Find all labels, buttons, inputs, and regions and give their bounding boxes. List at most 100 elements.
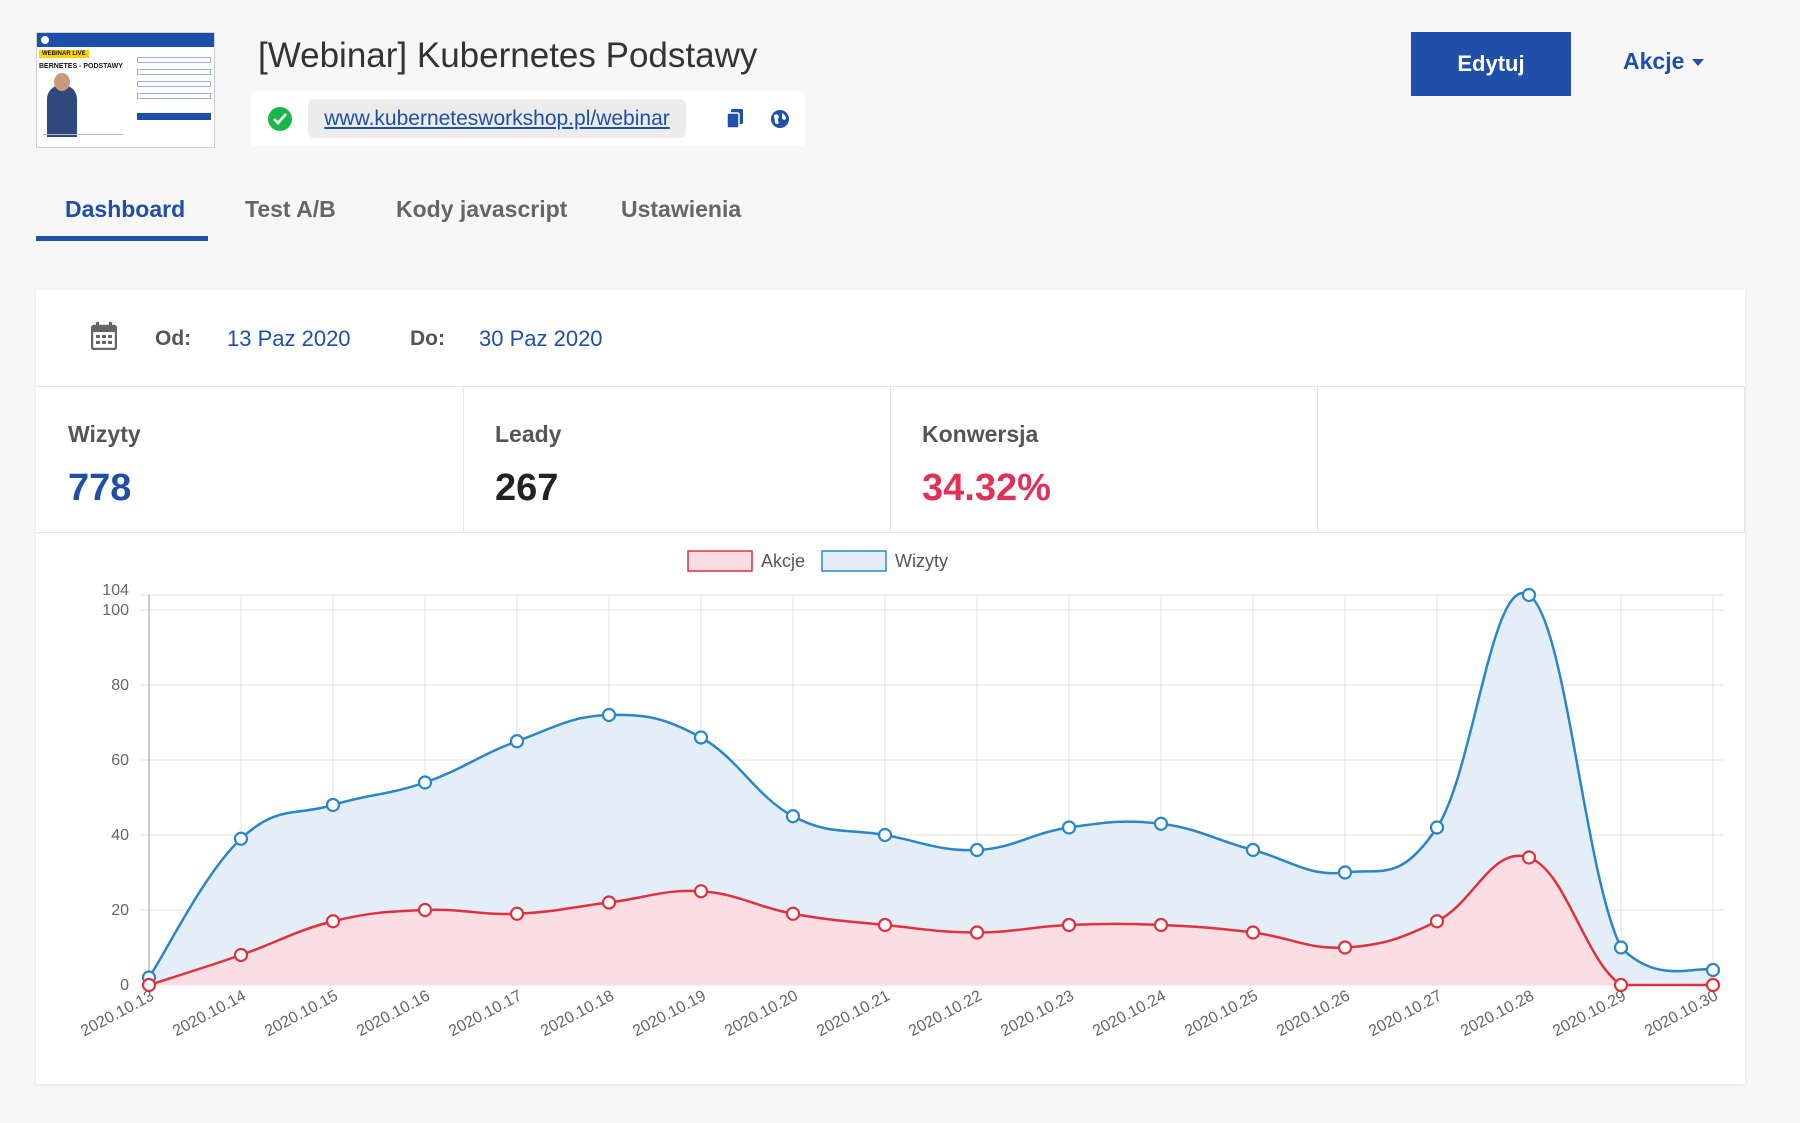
x-tick-label: 2020.10.23 [998, 987, 1077, 1040]
legend-swatch-akcje [687, 550, 753, 572]
data-point-akcje [877, 917, 893, 933]
globe-icon[interactable] [770, 109, 790, 134]
x-tick-label: 2020.10.29 [1550, 987, 1629, 1040]
x-tick-label: 2020.10.14 [170, 987, 249, 1040]
x-tick-label: 2020.10.13 [78, 987, 157, 1040]
page-title: [Webinar] Kubernetes Podstawy [258, 36, 758, 75]
url-bar: www.kubernetesworkshop.pl/webinar [251, 91, 805, 146]
x-tick-label: 2020.10.18 [538, 987, 617, 1040]
y-tick-label: 100 [102, 602, 129, 619]
data-point-akcje [1337, 940, 1353, 955]
stat-visits: Wizyty 778 [36, 387, 464, 532]
stat-leads: Leady 267 [463, 387, 891, 532]
data-point-wizyty [1153, 816, 1169, 831]
y-tick-label: 60 [111, 752, 129, 769]
dashboard-card: Od: 13 Paz 2020 Do: 30 Paz 2020 Wizyty 7… [36, 290, 1745, 1084]
data-point-wizyty [509, 734, 525, 749]
data-point-wizyty [1061, 820, 1077, 835]
x-tick-label: 2020.10.17 [446, 987, 525, 1040]
data-point-wizyty [1245, 842, 1261, 858]
copy-icon[interactable] [725, 108, 745, 135]
thumbnail-banner: WEBINAR LIVE [39, 50, 89, 58]
thumbnail-form [137, 51, 211, 143]
data-point-akcje [417, 902, 433, 918]
data-point-akcje [1153, 917, 1169, 933]
x-tick-label: 2020.10.28 [1458, 987, 1537, 1040]
x-tick-label: 2020.10.25 [1182, 987, 1261, 1040]
x-tick-label: 2020.10.26 [1274, 987, 1353, 1040]
data-point-akcje [1521, 850, 1537, 865]
actions-label: Akcje [1623, 48, 1685, 74]
from-label: Od: [155, 327, 192, 350]
thumbnail-logo-icon [41, 36, 49, 44]
data-point-akcje [325, 914, 341, 929]
thumbnail-header [37, 33, 214, 47]
data-point-wizyty [1429, 820, 1445, 835]
stat-empty [1317, 387, 1745, 532]
data-point-akcje [141, 977, 157, 993]
data-point-akcje [1613, 977, 1629, 993]
x-tick-label: 2020.10.24 [1090, 987, 1169, 1040]
data-point-akcje [785, 906, 801, 921]
y-tick-label: 0 [120, 977, 129, 994]
stat-title: Konwersja [922, 421, 1039, 447]
x-tick-label: 2020.10.20 [722, 987, 801, 1040]
data-point-akcje [601, 895, 617, 910]
data-point-wizyty [233, 831, 249, 846]
edit-button[interactable]: Edytuj [1411, 32, 1571, 96]
active-tab-indicator [36, 236, 208, 241]
stat-value: 34.32% [922, 467, 1051, 509]
date-range-row: Od: 13 Paz 2020 Do: 30 Paz 2020 [36, 290, 1745, 387]
data-point-akcje [233, 947, 249, 963]
data-point-wizyty [693, 730, 709, 745]
x-tick-label: 2020.10.27 [1366, 987, 1445, 1040]
stats-row: Wizyty 778 Leady 267 Konwersja 34.32% [36, 387, 1745, 533]
series-area-akcje [149, 855, 1713, 985]
y-tick-label: 80 [111, 677, 129, 694]
page-url-link[interactable]: www.kubernetesworkshop.pl/webinar [308, 99, 686, 138]
y-tick-label: 40 [111, 827, 129, 844]
actions-dropdown[interactable]: Akcje [1623, 48, 1705, 75]
stat-conversion: Konwersja 34.32% [890, 387, 1318, 532]
stat-value: 778 [68, 467, 132, 509]
tab-javascript-codes[interactable]: Kody javascript [396, 196, 568, 222]
legend-swatch-wizyty [821, 550, 887, 572]
data-point-wizyty [1613, 940, 1629, 955]
to-date[interactable]: 30 Paz 2020 [479, 326, 603, 351]
to-label: Do: [410, 327, 445, 350]
data-point-wizyty [785, 809, 801, 824]
x-tick-label: 2020.10.19 [630, 987, 709, 1040]
thumbnail-person-image [47, 73, 77, 137]
page-thumbnail: WEBINAR LIVE BERNETES - PODSTAWY [36, 32, 215, 148]
published-check-icon [268, 107, 292, 131]
data-point-wizyty [1521, 587, 1537, 603]
data-point-akcje [1429, 914, 1445, 929]
legend-label-akcje: Akcje [761, 551, 805, 571]
data-point-wizyty [969, 842, 985, 858]
data-point-akcje [693, 884, 709, 899]
y-tick-label: 20 [111, 902, 129, 919]
x-tick-label: 2020.10.16 [354, 987, 433, 1040]
data-point-wizyty [417, 775, 433, 790]
tab-settings[interactable]: Ustawienia [621, 196, 742, 222]
data-point-akcje [1061, 917, 1077, 933]
series-area-wizyty [149, 593, 1713, 985]
thumbnail-title: BERNETES - PODSTAWY [39, 63, 123, 70]
data-point-wizyty [1705, 962, 1721, 978]
x-tick-label: 2020.10.22 [906, 987, 985, 1040]
data-point-wizyty [601, 707, 617, 723]
x-tick-label: 2020.10.15 [262, 987, 341, 1040]
stat-title: Wizyty [68, 421, 141, 447]
x-tick-label: 2020.10.21 [814, 987, 893, 1040]
tab-ab-test[interactable]: Test A/B [245, 196, 336, 222]
calendar-icon[interactable] [90, 322, 118, 355]
y-tick-label: 104 [102, 582, 129, 599]
stat-title: Leady [495, 421, 562, 447]
data-point-akcje [1705, 977, 1721, 993]
from-date[interactable]: 13 Paz 2020 [227, 326, 351, 351]
tab-dashboard[interactable]: Dashboard [65, 196, 186, 222]
data-point-wizyty [325, 797, 341, 813]
data-point-wizyty [877, 827, 893, 843]
data-point-akcje [1245, 925, 1261, 940]
